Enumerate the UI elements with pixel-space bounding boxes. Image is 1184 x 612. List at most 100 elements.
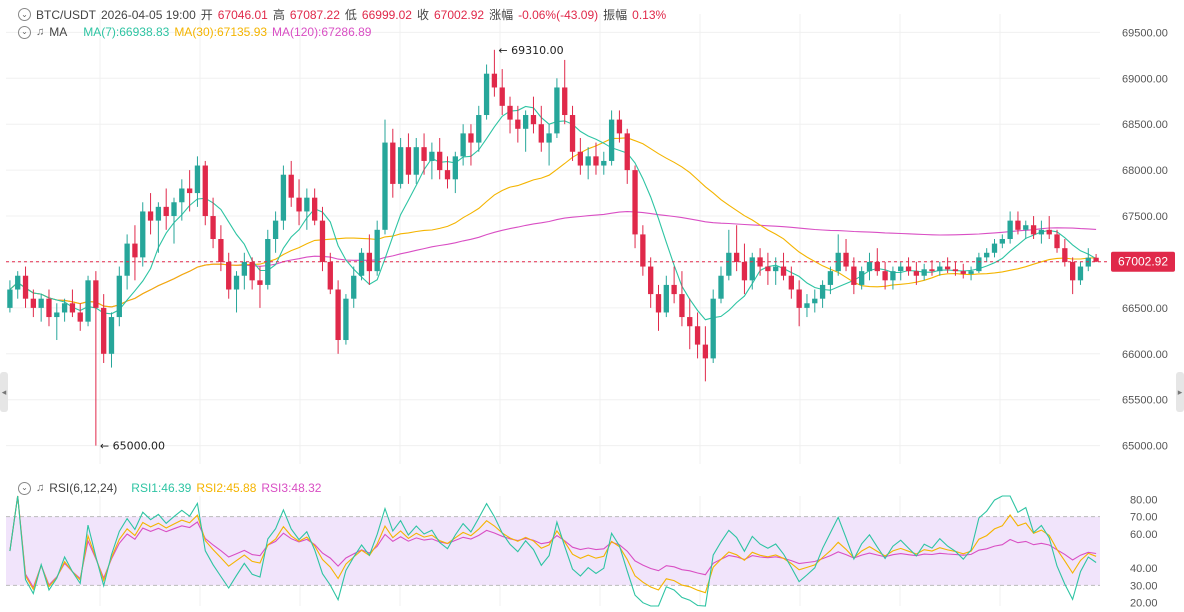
high-value: 67087.22 [289, 7, 340, 22]
candle-body [1015, 220, 1021, 230]
scroll-right-icon[interactable]: ▸ [1176, 372, 1184, 412]
candle-body [61, 303, 68, 313]
candle-body [30, 298, 37, 308]
candle-body [710, 298, 716, 359]
candle-body [124, 243, 130, 276]
collapse-toggle-icon[interactable]: ⌄ [18, 8, 31, 21]
candle-body [718, 275, 724, 299]
price-extreme-annotation: ← 69310.00 [498, 44, 563, 57]
ma30-line [9, 137, 1097, 308]
candle-body [835, 252, 841, 272]
candle-body [452, 156, 458, 180]
candle-body [179, 188, 185, 203]
candle-body [1054, 234, 1060, 249]
candle-body [960, 271, 966, 274]
candle-body [304, 197, 310, 212]
price-axis-tick: 69500.00 [1122, 27, 1168, 39]
candle-body [554, 87, 560, 134]
rsi-axis-tick: 30.00 [1130, 580, 1158, 592]
rsi-legend: ⌄ ♫ RSI(6,12,24) RSI1:46.39 RSI2:45.88 R… [18, 481, 326, 495]
candle-body [819, 284, 826, 299]
candle-body [460, 133, 466, 157]
price-axis-tick: 66000.00 [1122, 349, 1168, 361]
candle-body [265, 239, 271, 285]
ma30-value: MA(30):67135.93 [174, 25, 268, 39]
candle-body [7, 289, 13, 308]
open-label: 开 [200, 8, 213, 22]
candle-body [186, 188, 193, 194]
candle-body [280, 174, 287, 221]
candle-body [507, 105, 513, 120]
amplitude-value: 0.13% [632, 7, 667, 22]
candle-body [741, 261, 748, 281]
candle-body [22, 275, 29, 299]
low-value: 66999.02 [361, 7, 412, 22]
candle-body [210, 216, 216, 239]
candle-body [530, 115, 537, 125]
candle-body [147, 211, 154, 221]
candle-body [616, 119, 623, 134]
candle-body [765, 266, 771, 272]
candle-body [296, 197, 302, 212]
candle-body [319, 220, 326, 262]
price-extreme-annotation: ← 65000.00 [100, 440, 165, 453]
candle-body [335, 289, 341, 341]
candle-body [38, 298, 44, 308]
open-value: 67046.01 [217, 7, 268, 22]
candle-body [632, 170, 638, 235]
candle-body [984, 252, 990, 258]
candle-body [796, 289, 802, 308]
change-value: -0.06%(-43.09) [518, 7, 599, 22]
rsi-band [6, 516, 1100, 586]
rsi-axis-tick: 60.00 [1130, 529, 1158, 541]
candle-body [491, 73, 498, 88]
scroll-left-icon[interactable]: ◂ [0, 372, 8, 412]
price-axis-tick: 68000.00 [1122, 165, 1168, 177]
candle-body [757, 257, 763, 267]
candle-body [382, 142, 388, 230]
price-axis-tick: 67500.00 [1122, 211, 1168, 223]
candle-body [827, 271, 834, 285]
candle-body [218, 239, 224, 262]
ma-legend: ⌄ ♫ MA MA(7):66938.83 MA(30):67135.93 MA… [18, 25, 376, 39]
candle-body [640, 234, 646, 267]
amplitude-label: 振幅 [603, 8, 628, 22]
candle-body [444, 170, 451, 180]
candle-body [773, 266, 779, 272]
candle-body [726, 252, 732, 276]
candle-body [202, 165, 208, 217]
candle-body [194, 165, 201, 194]
candle-body [687, 317, 693, 327]
bell-icon[interactable]: ♫ [36, 26, 45, 38]
candle-body [812, 298, 818, 304]
candle-body [1030, 225, 1037, 235]
candle-body [859, 271, 865, 285]
candle-body [1077, 266, 1084, 281]
candle-body [968, 271, 974, 274]
candle-body [999, 239, 1005, 244]
candle-body [890, 271, 896, 281]
candle-body [390, 142, 396, 184]
candle-body [15, 275, 21, 290]
bell-icon[interactable]: ♫ [36, 482, 45, 494]
close-value: 67002.92 [434, 7, 485, 22]
close-label: 收 [416, 8, 429, 22]
candle-body [921, 269, 927, 276]
ma120-line [9, 211, 1097, 308]
candle-body [851, 266, 857, 285]
candle-body [155, 206, 162, 221]
candle-body [249, 261, 255, 281]
candle-body [1062, 248, 1068, 262]
collapse-toggle-icon[interactable]: ⌄ [18, 25, 31, 39]
price-axis-tick: 68500.00 [1122, 119, 1168, 131]
candle-body [421, 147, 427, 161]
candle-body [593, 156, 599, 166]
candle-body [905, 266, 912, 272]
candle-body [577, 151, 584, 166]
collapse-toggle-icon[interactable]: ⌄ [18, 481, 31, 495]
candle-body [405, 147, 412, 175]
candle-body [358, 252, 365, 276]
candle-body [140, 211, 146, 258]
candle-body [343, 298, 349, 341]
